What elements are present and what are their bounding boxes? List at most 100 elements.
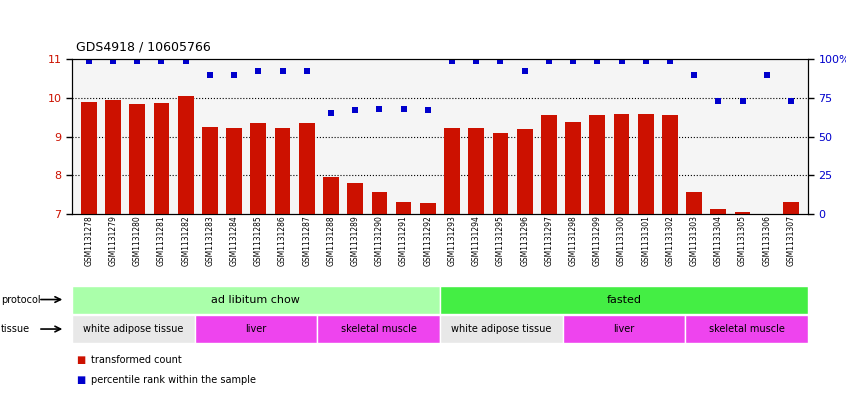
Text: GSM1131295: GSM1131295 — [496, 215, 505, 266]
Point — [445, 57, 459, 64]
Text: GSM1131290: GSM1131290 — [375, 215, 384, 266]
Bar — [129, 105, 146, 214]
Bar — [662, 115, 678, 214]
Point — [372, 105, 386, 112]
Text: GSM1131299: GSM1131299 — [593, 215, 602, 266]
Point — [736, 98, 750, 104]
Bar — [323, 177, 339, 214]
Text: GSM1131301: GSM1131301 — [641, 215, 651, 266]
Text: GSM1131300: GSM1131300 — [617, 215, 626, 266]
Text: liver: liver — [613, 324, 634, 334]
Bar — [72, 286, 440, 314]
Text: GSM1131296: GSM1131296 — [520, 215, 529, 266]
Point — [687, 72, 700, 78]
Bar — [371, 191, 387, 214]
Bar — [250, 123, 266, 214]
Point — [300, 68, 314, 75]
Bar — [317, 315, 440, 343]
Point — [179, 57, 193, 64]
Bar — [613, 114, 629, 214]
Bar — [420, 203, 436, 214]
Text: skeletal muscle: skeletal muscle — [709, 324, 784, 334]
Point — [130, 57, 144, 64]
Point — [615, 57, 629, 64]
Bar — [563, 315, 685, 343]
Bar — [195, 315, 317, 343]
Text: GSM1131284: GSM1131284 — [229, 215, 239, 266]
Text: GSM1131288: GSM1131288 — [327, 215, 336, 266]
Text: GSM1131307: GSM1131307 — [787, 215, 795, 266]
Point — [542, 57, 556, 64]
Text: GDS4918 / 10605766: GDS4918 / 10605766 — [76, 40, 211, 53]
Bar — [734, 212, 750, 214]
Bar — [154, 103, 169, 214]
Text: ad libitum chow: ad libitum chow — [212, 294, 300, 305]
Text: ■: ■ — [76, 354, 85, 365]
Text: GSM1131282: GSM1131282 — [181, 215, 190, 266]
Text: skeletal muscle: skeletal muscle — [341, 324, 416, 334]
Bar — [638, 114, 654, 214]
Bar — [348, 183, 363, 214]
Point — [711, 98, 725, 104]
Text: transformed count: transformed count — [91, 354, 182, 365]
Bar — [275, 128, 290, 214]
Point — [566, 57, 580, 64]
Text: white adipose tissue: white adipose tissue — [83, 324, 184, 334]
Bar — [541, 115, 557, 214]
Point — [639, 57, 652, 64]
Point — [349, 107, 362, 113]
Bar — [444, 128, 460, 214]
Point — [518, 68, 531, 75]
Text: protocol: protocol — [1, 294, 41, 305]
Bar — [492, 133, 508, 214]
Point — [663, 57, 677, 64]
Point — [107, 57, 120, 64]
Bar — [469, 128, 484, 214]
Text: GSM1131293: GSM1131293 — [448, 215, 457, 266]
Text: GSM1131304: GSM1131304 — [714, 215, 722, 266]
Bar — [685, 315, 808, 343]
Bar — [226, 128, 242, 214]
Text: GSM1131279: GSM1131279 — [108, 215, 118, 266]
Point — [82, 57, 96, 64]
Bar — [440, 315, 563, 343]
Point — [591, 57, 604, 64]
Text: GSM1131291: GSM1131291 — [399, 215, 408, 266]
Bar — [72, 315, 195, 343]
Text: GSM1131298: GSM1131298 — [569, 215, 578, 266]
Point — [397, 105, 410, 112]
Point — [324, 110, 338, 116]
Text: GSM1131302: GSM1131302 — [666, 215, 674, 266]
Bar — [517, 129, 532, 214]
Bar — [299, 123, 315, 214]
Text: GSM1131287: GSM1131287 — [302, 215, 311, 266]
Point — [228, 72, 241, 78]
Text: GSM1131292: GSM1131292 — [423, 215, 432, 266]
Text: GSM1131289: GSM1131289 — [351, 215, 360, 266]
Text: tissue: tissue — [1, 324, 30, 334]
Bar — [81, 103, 96, 214]
Point — [276, 68, 289, 75]
Text: GSM1131281: GSM1131281 — [157, 215, 166, 266]
Point — [470, 57, 483, 64]
Text: white adipose tissue: white adipose tissue — [451, 324, 552, 334]
Text: GSM1131297: GSM1131297 — [544, 215, 553, 266]
Text: GSM1131303: GSM1131303 — [689, 215, 699, 266]
Point — [784, 98, 798, 104]
Text: GSM1131305: GSM1131305 — [738, 215, 747, 266]
Point — [155, 57, 168, 64]
Bar — [686, 191, 702, 214]
Bar — [590, 115, 605, 214]
Text: ■: ■ — [76, 375, 85, 385]
Text: percentile rank within the sample: percentile rank within the sample — [91, 375, 256, 385]
Bar — [105, 100, 121, 214]
Point — [421, 107, 435, 113]
Text: GSM1131306: GSM1131306 — [762, 215, 772, 266]
Bar — [711, 209, 726, 214]
Point — [203, 72, 217, 78]
Text: GSM1131294: GSM1131294 — [472, 215, 481, 266]
Text: GSM1131280: GSM1131280 — [133, 215, 142, 266]
Text: GSM1131278: GSM1131278 — [85, 215, 93, 266]
Text: fasted: fasted — [607, 294, 641, 305]
Text: GSM1131283: GSM1131283 — [206, 215, 214, 266]
